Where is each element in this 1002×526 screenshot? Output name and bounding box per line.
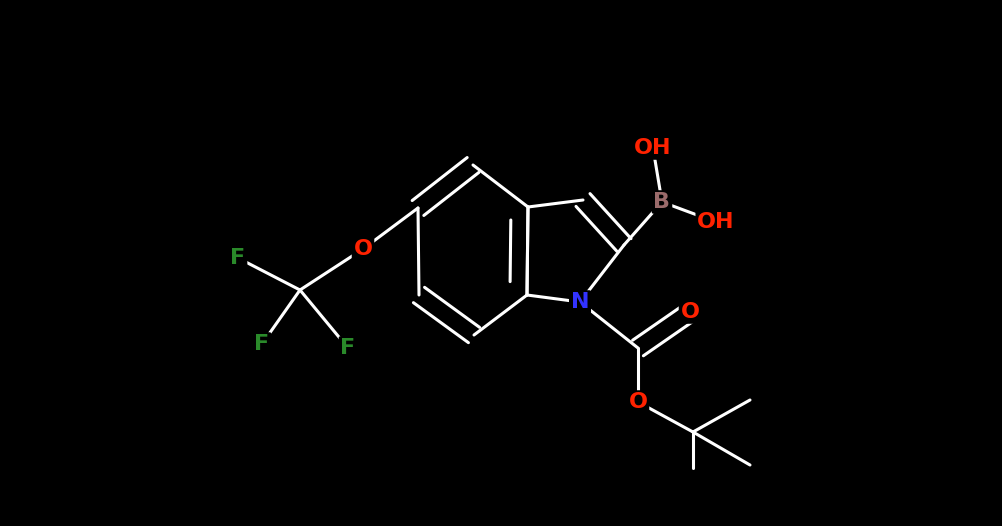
Text: O: O <box>354 239 373 259</box>
Text: F: F <box>230 248 245 268</box>
Text: O: O <box>680 302 699 322</box>
Text: F: F <box>341 338 356 358</box>
Text: B: B <box>653 192 670 212</box>
Text: F: F <box>255 334 270 354</box>
Text: OH: OH <box>634 138 671 158</box>
Text: N: N <box>571 292 589 312</box>
Text: OH: OH <box>697 212 734 232</box>
Text: O: O <box>628 392 647 412</box>
